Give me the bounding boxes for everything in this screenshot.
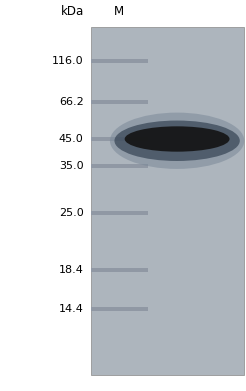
Bar — [91, 164, 148, 168]
Bar — [91, 100, 148, 104]
Text: M: M — [114, 5, 124, 18]
Bar — [91, 27, 244, 375]
Text: 116.0: 116.0 — [52, 56, 84, 66]
Text: 45.0: 45.0 — [59, 134, 84, 144]
Bar — [91, 59, 148, 63]
Bar — [91, 268, 148, 272]
Ellipse shape — [114, 120, 240, 161]
Bar — [91, 137, 148, 141]
Ellipse shape — [110, 113, 244, 169]
Text: 18.4: 18.4 — [59, 265, 84, 275]
Ellipse shape — [125, 126, 230, 152]
Text: 14.4: 14.4 — [59, 304, 84, 314]
Bar — [91, 307, 148, 311]
Bar — [91, 211, 148, 215]
Text: 25.0: 25.0 — [59, 208, 84, 218]
Text: 35.0: 35.0 — [59, 161, 84, 171]
Text: 66.2: 66.2 — [59, 97, 84, 107]
Text: kDa: kDa — [60, 5, 84, 18]
